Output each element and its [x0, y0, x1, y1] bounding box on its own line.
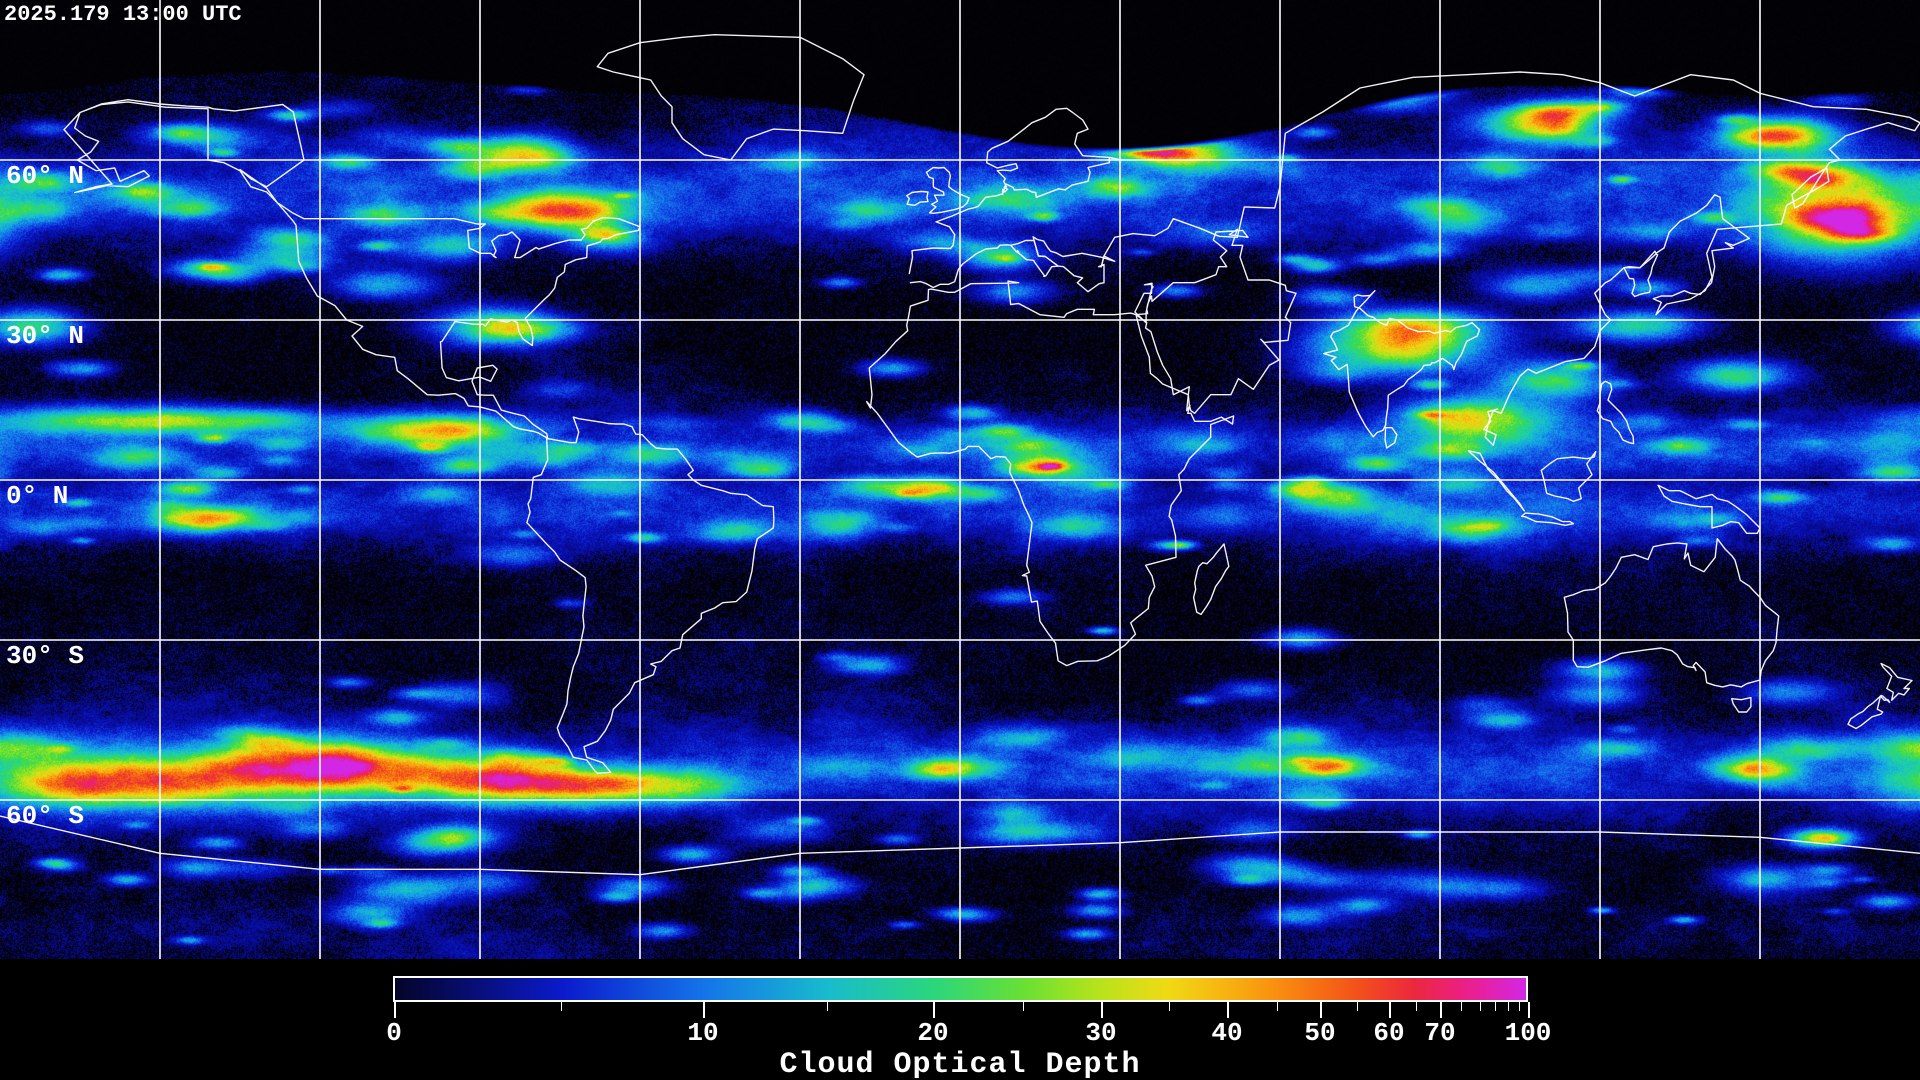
- svg-text:0° N: 0° N: [6, 481, 68, 511]
- svg-text:30° S: 30° S: [6, 641, 84, 671]
- svg-text:30° N: 30° N: [6, 321, 84, 351]
- svg-text:60° N: 60° N: [6, 161, 84, 191]
- svg-text:60° S: 60° S: [6, 801, 84, 831]
